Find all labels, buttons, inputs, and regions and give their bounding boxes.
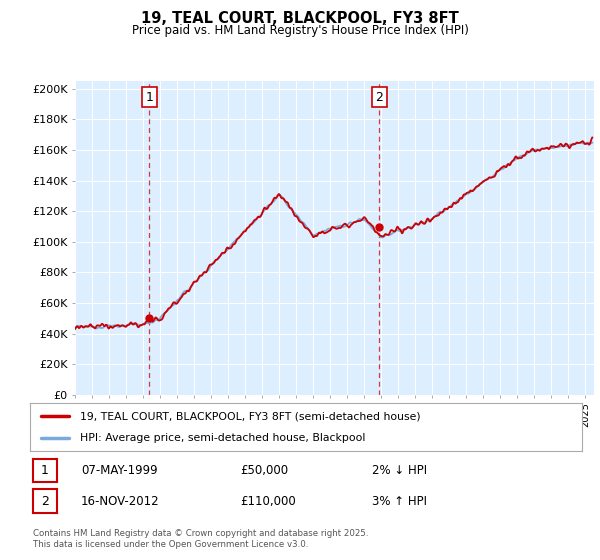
Text: 16-NOV-2012: 16-NOV-2012 <box>81 495 160 508</box>
Text: 1: 1 <box>145 91 153 104</box>
Text: HPI: Average price, semi-detached house, Blackpool: HPI: Average price, semi-detached house,… <box>80 433 365 443</box>
Text: Price paid vs. HM Land Registry's House Price Index (HPI): Price paid vs. HM Land Registry's House … <box>131 24 469 36</box>
Text: 2: 2 <box>41 494 49 508</box>
Text: £110,000: £110,000 <box>240 495 296 508</box>
Text: 19, TEAL COURT, BLACKPOOL, FY3 8FT (semi-detached house): 19, TEAL COURT, BLACKPOOL, FY3 8FT (semi… <box>80 411 421 421</box>
Text: 2% ↓ HPI: 2% ↓ HPI <box>372 464 427 478</box>
Text: 19, TEAL COURT, BLACKPOOL, FY3 8FT: 19, TEAL COURT, BLACKPOOL, FY3 8FT <box>141 11 459 26</box>
Text: 1: 1 <box>41 464 49 477</box>
Text: 2: 2 <box>376 91 383 104</box>
Text: 07-MAY-1999: 07-MAY-1999 <box>81 464 158 478</box>
Text: Contains HM Land Registry data © Crown copyright and database right 2025.
This d: Contains HM Land Registry data © Crown c… <box>33 529 368 549</box>
Text: 3% ↑ HPI: 3% ↑ HPI <box>372 495 427 508</box>
Text: £50,000: £50,000 <box>240 464 288 478</box>
